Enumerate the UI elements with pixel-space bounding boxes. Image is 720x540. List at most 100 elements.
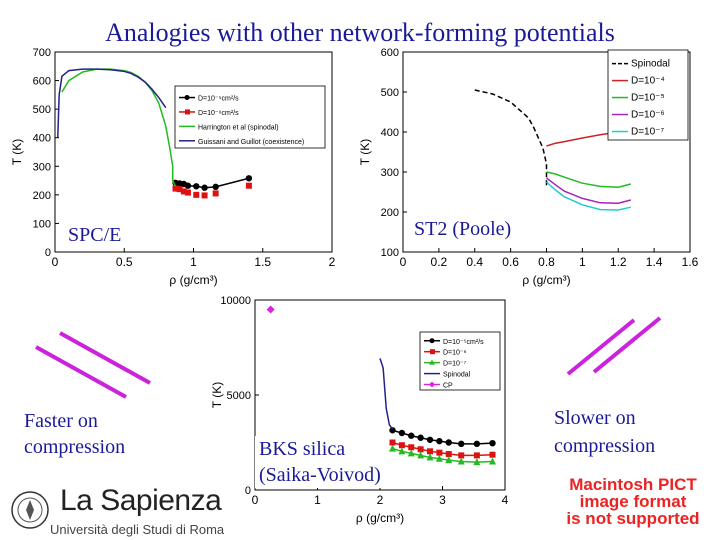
y-axis-label: T (K) — [10, 139, 24, 165]
legend-entry: D=10⁻⁶cm²/s — [198, 110, 239, 117]
y-tick-label: 5000 — [227, 390, 251, 402]
data-point — [489, 439, 496, 447]
legend-entry: D=10⁻⁵cm²/s — [198, 96, 239, 103]
logo-name: La Sapienza — [60, 484, 222, 517]
series-line-2 — [546, 171, 631, 188]
series-line-1 — [392, 441, 493, 457]
x-tick-label: 1 — [579, 255, 586, 269]
data-point — [473, 452, 480, 459]
x-axis-label: ρ (g/cm³) — [356, 511, 404, 525]
data-point — [426, 436, 434, 443]
series-line-0 — [392, 429, 493, 445]
data-point — [212, 183, 219, 191]
pict-notice: Macintosh PICT image format is not suppo… — [548, 476, 718, 527]
data-point — [473, 458, 481, 466]
data-point — [398, 429, 406, 437]
pict-line3: is not supported — [566, 509, 700, 528]
data-point — [184, 182, 192, 189]
x-tick-label: 1.2 — [610, 255, 627, 269]
data-point — [436, 449, 443, 456]
x-tick-label: 0 — [52, 255, 59, 269]
data-point — [457, 457, 465, 465]
data-point — [176, 186, 183, 193]
pict-line2: image format — [579, 492, 687, 511]
legend-entry: D=10⁻⁵ — [631, 93, 665, 104]
y-tick-label: 400 — [33, 133, 51, 145]
legend-entry: Spinodal — [443, 372, 471, 379]
data-point — [266, 305, 275, 314]
data-point — [445, 456, 453, 464]
legend-entry: D=10⁻⁵cm²/s — [443, 339, 484, 346]
series-line-0 — [474, 89, 548, 186]
data-point — [389, 439, 396, 446]
legend-entry: D=10⁻⁶ — [443, 350, 467, 357]
data-point — [435, 454, 443, 462]
data-point — [398, 447, 406, 455]
y-axis-label: T (K) — [210, 382, 224, 408]
st2-label: ST2 (Poole) — [410, 218, 516, 241]
legend-marker — [185, 109, 190, 115]
x-tick-label: 1.4 — [646, 255, 663, 269]
data-point — [398, 442, 405, 449]
data-point — [172, 185, 179, 192]
x-axis-label: ρ (g/cm³) — [522, 273, 570, 287]
legend-marker — [429, 359, 435, 365]
x-tick-label: 3 — [439, 493, 446, 507]
series-line-4 — [546, 181, 631, 211]
data-point — [180, 188, 187, 195]
data-point — [426, 453, 434, 461]
legend-marker — [429, 338, 435, 344]
plot-frame — [54, 51, 333, 253]
data-point — [389, 444, 396, 452]
x-tick-label: 4 — [502, 493, 509, 507]
legend-marker — [429, 381, 435, 388]
slide-title: Analogies with other network-forming pot… — [105, 18, 615, 47]
data-point — [389, 427, 396, 434]
x-tick-label: 1.5 — [254, 255, 271, 269]
y-tick-label: 600 — [33, 76, 51, 88]
y-tick-label: 200 — [381, 207, 399, 219]
pict-line1: Macintosh PICT — [569, 475, 697, 494]
legend-entry: D=10⁻⁴ — [631, 76, 665, 87]
x-tick-label: 0.5 — [116, 255, 133, 269]
left-note-line2: compression — [24, 436, 126, 458]
data-point — [489, 457, 496, 465]
data-point — [408, 444, 415, 451]
data-point — [458, 440, 465, 448]
series-line-3 — [379, 358, 394, 430]
legend-entry: D=10⁻⁶ — [631, 110, 665, 121]
x-tick-label: 0.2 — [431, 255, 448, 269]
legend-marker — [430, 349, 435, 355]
series-line-2 — [392, 447, 493, 463]
spce-chart: 0 0.5 1 1.5 2 0 100 200 300 400 500 600 700 ρ (g/cm³)… — [10, 47, 336, 287]
right-note-line1: Slower on — [554, 407, 636, 429]
data-point — [193, 191, 200, 198]
logo-subtitle: Università degli Studi di Roma — [50, 522, 225, 537]
y-tick-label: 400 — [381, 127, 399, 139]
data-point — [445, 451, 452, 458]
x-tick-label: 2 — [329, 255, 336, 269]
data-point — [201, 184, 208, 191]
data-point — [436, 437, 443, 445]
x-axis-label: ρ (g/cm³) — [169, 273, 217, 287]
legend-entry: Spinodal — [631, 59, 670, 70]
spce-label: SPC/E — [64, 224, 126, 247]
bks-label: BKS silica (Saika-Voivod) — [255, 436, 388, 488]
y-tick-label: 700 — [33, 47, 51, 59]
y-tick-label: 300 — [33, 161, 51, 173]
data-point — [489, 451, 496, 458]
x-tick-label: 0.6 — [502, 255, 519, 269]
legend-entry: Guissani and Guillot (coexistence) — [198, 139, 304, 146]
legend-box — [174, 85, 326, 149]
series-line-3 — [57, 68, 167, 138]
y-tick-label: 500 — [33, 104, 51, 116]
data-point — [473, 440, 481, 448]
legend-entry: D=10⁻⁷ — [443, 361, 467, 368]
bks-label-text: BKS silica (Saika-Voivod) — [259, 438, 381, 486]
y-tick-label: 200 — [33, 190, 51, 202]
data-point — [201, 192, 208, 199]
legend-marker — [184, 95, 190, 101]
y-tick-label: 500 — [381, 87, 399, 99]
legend-box — [607, 49, 689, 141]
x-tick-label: 0 — [400, 255, 407, 269]
